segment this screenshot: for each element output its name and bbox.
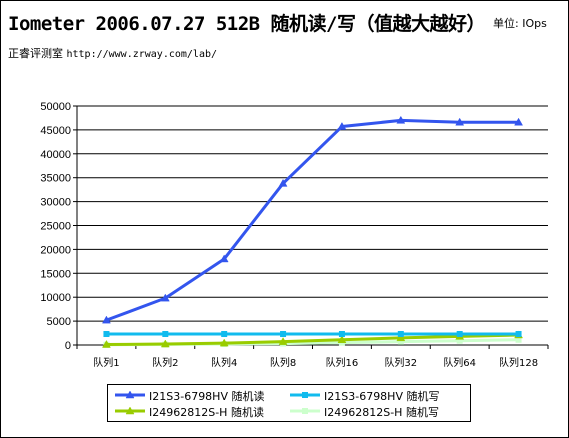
- data-point: [338, 331, 345, 338]
- y-tick-label: 25000: [40, 221, 71, 233]
- y-tick-label: 50000: [40, 101, 71, 113]
- legend-swatch: [115, 390, 145, 399]
- y-tick-label: 30000: [40, 197, 71, 209]
- legend-label: I21S3-6798HV 随机写: [324, 390, 440, 403]
- data-point: [219, 338, 229, 347]
- legend-marker: [125, 406, 135, 415]
- legend-marker: [302, 408, 308, 414]
- gridlines: [77, 105, 548, 322]
- data-point: [397, 331, 404, 338]
- y-tick-label: 15000: [40, 268, 71, 280]
- x-tick-label: 队列2: [152, 356, 178, 369]
- x-axis-ticks: 队列1 队列2 队列4 队列8 队列16 队列32 队列64 队列128: [76, 345, 549, 369]
- data-point: [280, 331, 287, 338]
- x-tick-label: 队列64: [443, 356, 476, 369]
- data-point: [396, 333, 406, 342]
- data-point: [219, 254, 229, 263]
- data-point: [456, 337, 463, 344]
- x-tick-label: 队列32: [384, 356, 417, 369]
- data-point: [102, 340, 111, 348]
- chart-title: Iometer 2006.07.27 512B 随机读/写（值越大越好）: [8, 13, 485, 35]
- legend: I21S3-6798HV 随机读 I21S3-6798HV 随机写 I2496281…: [107, 384, 471, 422]
- data-point: [515, 331, 522, 338]
- lab-name: 正睿评测室: [8, 47, 63, 60]
- x-tick-label: 队列4: [211, 356, 237, 369]
- y-tick-label: 20000: [40, 244, 71, 256]
- legend-marker: [125, 390, 135, 399]
- data-point: [278, 178, 288, 187]
- x-tick-label: 队列16: [326, 356, 359, 369]
- x-tick-label: 队列8: [270, 356, 296, 369]
- series-group: [102, 115, 523, 348]
- series-1: [102, 115, 523, 324]
- data-point: [160, 339, 170, 348]
- data-point: [515, 336, 522, 343]
- y-tick-label: 5000: [47, 316, 71, 328]
- legend-marker: [302, 392, 308, 398]
- data-point: [221, 331, 228, 338]
- data-point: [337, 122, 347, 130]
- data-point: [455, 117, 465, 126]
- y-tick-label: 0: [65, 340, 71, 352]
- y-axis-ticks: 0 5000 10000 15000 20000 25000 30000 35000 40000…: [40, 101, 77, 352]
- data-point: [102, 315, 111, 324]
- series-2: [103, 331, 522, 338]
- data-point: [278, 337, 288, 345]
- legend-label: I24962812S-H 随机写: [324, 406, 439, 419]
- data-point: [160, 293, 170, 302]
- lab-url: http://www.zrway.com/lab/: [66, 49, 218, 60]
- y-tick-label: 40000: [40, 149, 71, 161]
- legend-swatch: [290, 408, 320, 414]
- unit-label: 单位: IOps: [493, 17, 547, 30]
- data-point: [103, 331, 110, 338]
- series-line: [105, 118, 519, 322]
- series-line: [106, 333, 519, 347]
- legend-swatch: [290, 392, 320, 398]
- data-point: [396, 115, 406, 124]
- data-point: [514, 117, 523, 126]
- y-tick-label: 45000: [40, 125, 71, 137]
- y-tick-label: 35000: [40, 173, 71, 185]
- data-point: [337, 335, 347, 343]
- x-tick-label: 队列128: [499, 356, 538, 369]
- x-tick-label: 队列1: [93, 356, 119, 369]
- y-tick-label: 10000: [40, 292, 71, 304]
- lab-caption: 正睿评测室 http://www.zrway.com/lab/: [8, 45, 217, 61]
- data-point: [456, 331, 463, 338]
- legend-swatch: [115, 406, 145, 415]
- data-point: [397, 338, 404, 345]
- data-point: [162, 331, 169, 338]
- legend-label: I24962812S-H 随机读: [149, 406, 264, 419]
- legend-label: I21S3-6798HV 随机读: [149, 390, 265, 403]
